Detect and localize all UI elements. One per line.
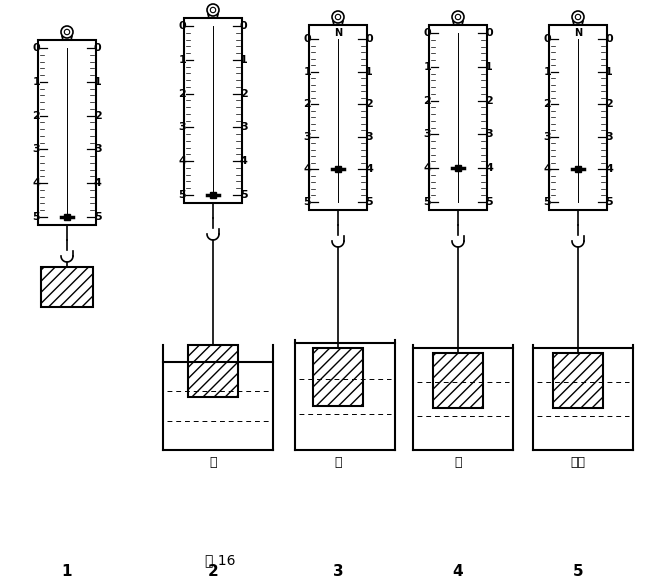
Text: 2: 2 (304, 99, 311, 109)
Text: 4: 4 (303, 164, 311, 174)
Text: 4: 4 (605, 164, 613, 174)
Text: 0: 0 (605, 34, 612, 44)
Bar (309, 25, 367, 210)
Text: 0: 0 (32, 43, 40, 53)
Text: 1: 1 (365, 67, 372, 77)
Text: 盐水: 盐水 (571, 456, 586, 469)
Text: 5: 5 (543, 197, 551, 207)
Text: 1: 1 (423, 62, 431, 72)
Text: 4: 4 (452, 565, 463, 580)
Text: 5: 5 (485, 197, 493, 207)
Text: 3: 3 (543, 132, 551, 142)
Text: N: N (334, 28, 342, 38)
Bar (313, 348, 363, 406)
Text: 水: 水 (209, 456, 216, 469)
Text: 3: 3 (178, 122, 186, 132)
Text: 1: 1 (32, 77, 40, 87)
Text: 2: 2 (423, 95, 431, 106)
Bar (429, 25, 487, 210)
Text: 5: 5 (32, 212, 40, 222)
Text: 4: 4 (240, 156, 248, 166)
Bar (433, 353, 483, 408)
Bar (549, 25, 607, 210)
Text: 4: 4 (94, 178, 102, 188)
Text: 5: 5 (423, 197, 431, 207)
Text: 0: 0 (365, 34, 372, 44)
Text: 2: 2 (94, 111, 102, 121)
Text: 2: 2 (485, 95, 493, 106)
Text: 5: 5 (605, 197, 612, 207)
Text: 4: 4 (32, 178, 40, 188)
Text: 5: 5 (240, 190, 248, 200)
Text: 2: 2 (240, 88, 248, 99)
Text: N: N (574, 28, 582, 38)
Text: 3: 3 (333, 565, 343, 580)
Text: 2: 2 (365, 99, 372, 109)
Text: 2: 2 (543, 99, 551, 109)
Text: 3: 3 (304, 132, 311, 142)
Text: 2: 2 (605, 99, 613, 109)
Bar (38, 40, 96, 225)
Text: 0: 0 (423, 28, 431, 38)
Text: 2: 2 (178, 88, 186, 99)
Text: 0: 0 (178, 21, 186, 31)
Text: 5: 5 (304, 197, 311, 207)
Text: 4: 4 (178, 156, 186, 166)
Text: 5: 5 (365, 197, 372, 207)
Bar (41, 267, 93, 307)
Text: 3: 3 (240, 122, 248, 132)
Bar (553, 353, 603, 408)
Text: 1: 1 (240, 55, 248, 65)
Text: 0: 0 (485, 28, 493, 38)
Text: 1: 1 (304, 67, 311, 77)
Text: 3: 3 (423, 129, 431, 139)
Text: 4: 4 (543, 164, 551, 174)
Text: 3: 3 (485, 129, 493, 139)
Text: 3: 3 (94, 144, 101, 154)
Text: 0: 0 (240, 21, 248, 31)
Text: 5: 5 (573, 565, 583, 580)
Text: 0: 0 (304, 34, 311, 44)
Text: 水: 水 (334, 456, 342, 469)
Text: 1: 1 (605, 67, 613, 77)
Text: 1: 1 (178, 55, 186, 65)
Text: 1: 1 (485, 62, 493, 72)
Text: 5: 5 (178, 190, 186, 200)
Text: 3: 3 (605, 132, 612, 142)
Text: 2: 2 (207, 565, 218, 580)
Text: 1: 1 (94, 77, 102, 87)
Text: 1: 1 (62, 565, 72, 580)
Bar (188, 345, 238, 397)
Text: 5: 5 (94, 212, 101, 222)
Bar (184, 18, 242, 203)
Text: 1: 1 (543, 67, 551, 77)
Text: 4: 4 (365, 164, 373, 174)
Text: 2: 2 (32, 111, 40, 121)
Text: 0: 0 (94, 43, 101, 53)
Text: 图 16: 图 16 (205, 553, 235, 567)
Text: 3: 3 (365, 132, 372, 142)
Text: 3: 3 (32, 144, 40, 154)
Text: 水: 水 (454, 456, 462, 469)
Text: 0: 0 (543, 34, 551, 44)
Text: 4: 4 (485, 163, 493, 173)
Text: 4: 4 (423, 163, 431, 173)
